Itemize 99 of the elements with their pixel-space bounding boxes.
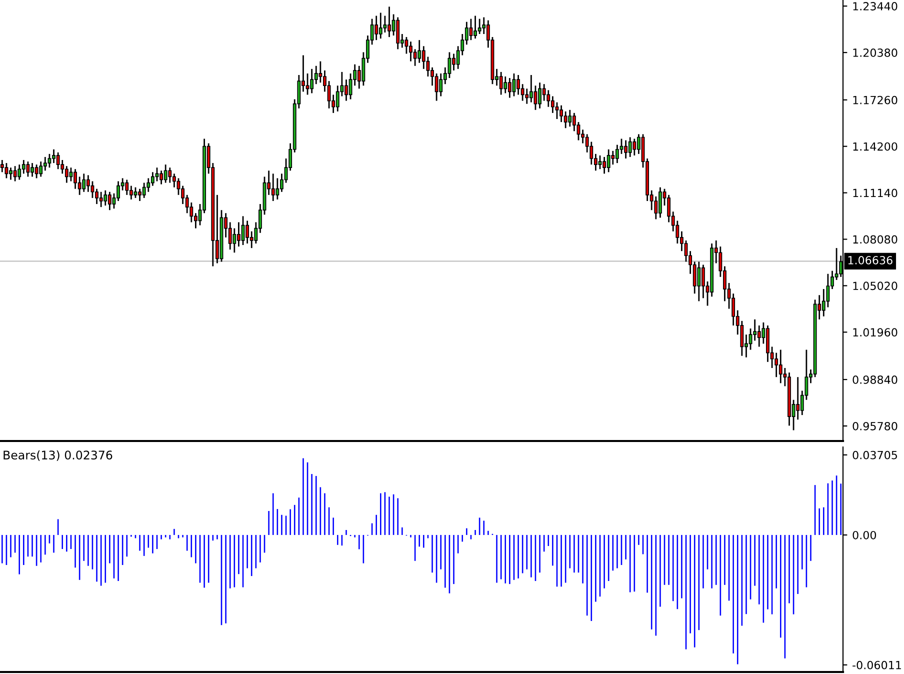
- candlestick: [504, 76, 508, 94]
- candlestick: [64, 165, 68, 184]
- candlestick: [396, 16, 400, 50]
- candlestick: [413, 48, 417, 67]
- candlestick: [0, 159, 4, 173]
- candlestick: [150, 171, 154, 187]
- y-tick-label: 1.11140: [853, 188, 898, 198]
- candlestick: [82, 172, 86, 193]
- candlestick: [422, 45, 426, 70]
- y-tick-label: -0.06011: [852, 660, 901, 670]
- candlestick: [499, 71, 503, 96]
- y-tick-label: 1.05020: [853, 282, 898, 290]
- candlestick: [525, 88, 529, 105]
- candlestick: [56, 152, 60, 170]
- candlestick: [550, 96, 554, 114]
- candlestick: [624, 140, 628, 160]
- candlestick: [18, 164, 22, 180]
- candlestick: [232, 228, 236, 254]
- y-tick-label: 1.17260: [853, 96, 898, 104]
- candlestick: [418, 39, 422, 64]
- candlestick: [276, 178, 280, 200]
- candlestick: [181, 185, 185, 205]
- candlestick: [748, 328, 752, 350]
- candlestick: [69, 166, 73, 182]
- candlestick: [168, 166, 172, 184]
- candlestick: [572, 112, 576, 132]
- candlestick: [469, 18, 473, 41]
- candlestick: [632, 138, 636, 156]
- candlestick: [164, 164, 168, 184]
- candlestick: [310, 68, 314, 94]
- candlestick: [125, 179, 129, 196]
- candlestick: [757, 324, 761, 348]
- y-tick-label: 1.08080: [853, 235, 898, 244]
- candlestick: [667, 194, 671, 223]
- candlestick: [318, 60, 322, 84]
- candlestick: [228, 222, 232, 250]
- candlestick: [602, 156, 606, 174]
- candlestick: [796, 376, 800, 420]
- candlestick: [13, 165, 17, 182]
- candlestick: [520, 83, 524, 102]
- ref-line-label: 1.06636: [848, 256, 892, 264]
- candlestick: [26, 160, 30, 178]
- candlestick: [478, 18, 482, 35]
- candlestick: [34, 164, 38, 179]
- chart-title: Bears(13) 0.02376: [4, 450, 112, 461]
- candlestick: [22, 159, 26, 174]
- candlestick: [4, 162, 8, 179]
- candlestick: [142, 182, 146, 199]
- candlestick: [172, 172, 176, 188]
- candlestick: [628, 136, 632, 158]
- candlestick: [236, 222, 240, 248]
- candlestick: [176, 178, 180, 196]
- candlestick: [314, 65, 318, 85]
- y-tick-label: 1.20380: [853, 48, 898, 57]
- y-tick-label: 1.01960: [853, 328, 898, 337]
- candlestick: [434, 72, 438, 102]
- candlestick: [568, 109, 572, 128]
- y-tick-label: 1.23440: [853, 2, 898, 10]
- candlestick: [99, 191, 103, 208]
- candlestick: [615, 144, 619, 164]
- y-tick-label: 0.98840: [852, 375, 898, 384]
- candlestick: [684, 240, 688, 262]
- y-tick-label: 0.95780: [852, 422, 898, 430]
- candlestick: [606, 148, 610, 173]
- candlestick: [134, 186, 138, 199]
- candlestick: [512, 72, 516, 97]
- y-tick-label: 1.14200: [853, 142, 898, 151]
- candlestick: [508, 77, 512, 98]
- candlestick: [86, 174, 90, 193]
- candlestick: [129, 185, 133, 200]
- candlestick: [529, 74, 533, 104]
- candlestick: [611, 150, 615, 166]
- candlestick: [48, 153, 52, 168]
- candlestick: [778, 349, 782, 384]
- candlestick: [39, 160, 43, 178]
- candlestick: [822, 288, 826, 318]
- candlestick: [564, 110, 568, 129]
- candlestick: [439, 72, 443, 97]
- candlestick: [774, 352, 778, 378]
- candlestick: [271, 172, 275, 202]
- candlestick: [658, 186, 662, 218]
- candlestick: [534, 84, 538, 111]
- candlestick: [753, 318, 757, 342]
- candlestick: [246, 220, 250, 244]
- candlestick: [378, 12, 382, 40]
- candlestick: [598, 154, 602, 170]
- candlestick: [108, 191, 112, 211]
- y-tick-label: 0.03705: [852, 450, 898, 460]
- candlestick: [620, 138, 624, 155]
- y-tick-label: 0.00: [852, 530, 876, 540]
- candlestick: [732, 292, 736, 326]
- candlestick: [90, 180, 94, 199]
- candlestick: [43, 156, 47, 172]
- candlestick: [374, 15, 378, 41]
- candlestick: [404, 36, 408, 54]
- candlestick: [104, 190, 108, 206]
- candlestick: [555, 102, 559, 120]
- candlestick: [306, 72, 310, 96]
- candlestick: [697, 261, 701, 302]
